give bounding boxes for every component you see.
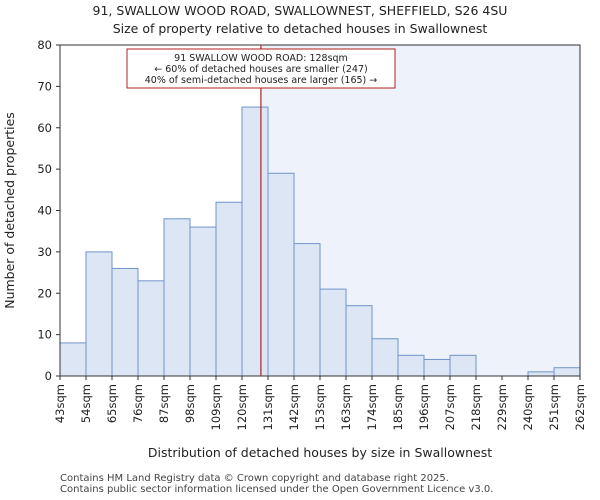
bar-174sqm [371,338,399,377]
bar-109sqm [215,201,243,377]
x-tick-label: 54sqm [79,384,93,423]
x-tick-label: 196sqm [417,384,431,430]
bar-251sqm [553,367,581,377]
bar-240sqm [527,371,555,377]
footer-licence: Contains public sector information licen… [60,484,494,495]
x-tick-label: 109sqm [209,384,223,430]
x-tick-label: 87sqm [157,384,171,423]
bar-43sqm [59,342,87,377]
bars-group [59,106,581,377]
footer-copyright: Contains HM Land Registry data © Crown c… [60,473,449,484]
annotation-line-3: 40% of semi-detached houses are larger (… [145,75,378,86]
x-tick-label: 251sqm [547,384,561,430]
x-axis-label: Distribution of detached houses by size … [148,445,492,460]
y-tick-label: 40 [37,204,52,218]
annotation-line-1: 91 SWALLOW WOOD ROAD: 128sqm [174,53,348,64]
bar-142sqm [293,243,321,377]
bar-120sqm [241,106,269,377]
bar-54sqm [85,251,113,377]
y-tick-label: 60 [37,121,52,135]
x-axis: 43sqm 54sqm 65sqm 76sqm 87sqm 98sqm 109sqm 120s… [53,376,587,430]
bar-65sqm [111,267,139,377]
x-tick-label: 98sqm [183,384,197,423]
bar-207sqm [449,354,477,377]
y-axis-label: Number of detached properties [2,112,17,309]
bar-185sqm [397,354,425,377]
bar-87sqm [163,218,191,377]
x-tick-label: 174sqm [365,384,379,430]
y-tick-label: 50 [37,162,52,176]
x-tick-label: 43sqm [53,384,67,423]
x-tick-label: 207sqm [443,384,457,430]
x-tick-label: 229sqm [495,384,509,430]
x-tick-label: 153sqm [313,384,327,430]
x-tick-label: 120sqm [235,384,249,430]
chart-subtitle: Size of property relative to detached ho… [112,21,488,36]
bar-131sqm [267,172,295,377]
annotation-line-2: ← 60% of detached houses are smaller (24… [154,64,367,75]
y-tick-label: 10 [37,328,52,342]
x-tick-label: 65sqm [105,384,119,423]
bar-163sqm [345,305,373,377]
x-tick-label: 142sqm [287,384,301,430]
x-tick-label: 218sqm [469,384,483,430]
x-tick-label: 185sqm [391,384,405,430]
y-axis: 0 10 20 30 40 50 60 70 80 [37,38,60,383]
x-tick-label: 240sqm [521,384,535,430]
y-tick-label: 20 [37,286,52,300]
annotation-border [126,48,396,89]
y-tick-label: 80 [37,38,52,52]
y-tick-label: 70 [37,79,52,93]
annotation-box: 91 SWALLOW WOOD ROAD: 128sqm ← 60% of de… [126,48,396,89]
bar-98sqm [189,226,217,377]
chart-title: 91, SWALLOW WOOD ROAD, SWALLOWNEST, SHEF… [92,3,508,18]
bar-196sqm [423,358,451,377]
x-tick-label: 262sqm [573,384,587,430]
x-tick-label: 163sqm [339,384,353,430]
y-tick-label: 0 [45,369,52,383]
y-tick-label: 30 [37,245,52,259]
bar-76sqm [137,280,165,377]
x-tick-label: 76sqm [131,384,145,423]
bar-153sqm [319,288,347,377]
x-tick-label: 131sqm [261,384,275,430]
